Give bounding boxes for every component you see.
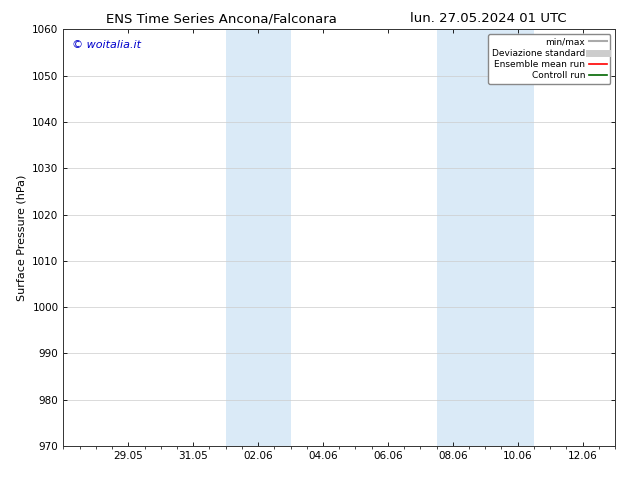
Text: © woitalia.it: © woitalia.it xyxy=(72,40,141,50)
Y-axis label: Surface Pressure (hPa): Surface Pressure (hPa) xyxy=(16,174,27,301)
Bar xyxy=(437,29,534,446)
Legend: min/max, Deviazione standard, Ensemble mean run, Controll run: min/max, Deviazione standard, Ensemble m… xyxy=(488,34,611,84)
Text: lun. 27.05.2024 01 UTC: lun. 27.05.2024 01 UTC xyxy=(410,12,567,25)
Bar xyxy=(226,29,290,446)
Text: ENS Time Series Ancona/Falconara: ENS Time Series Ancona/Falconara xyxy=(107,12,337,25)
